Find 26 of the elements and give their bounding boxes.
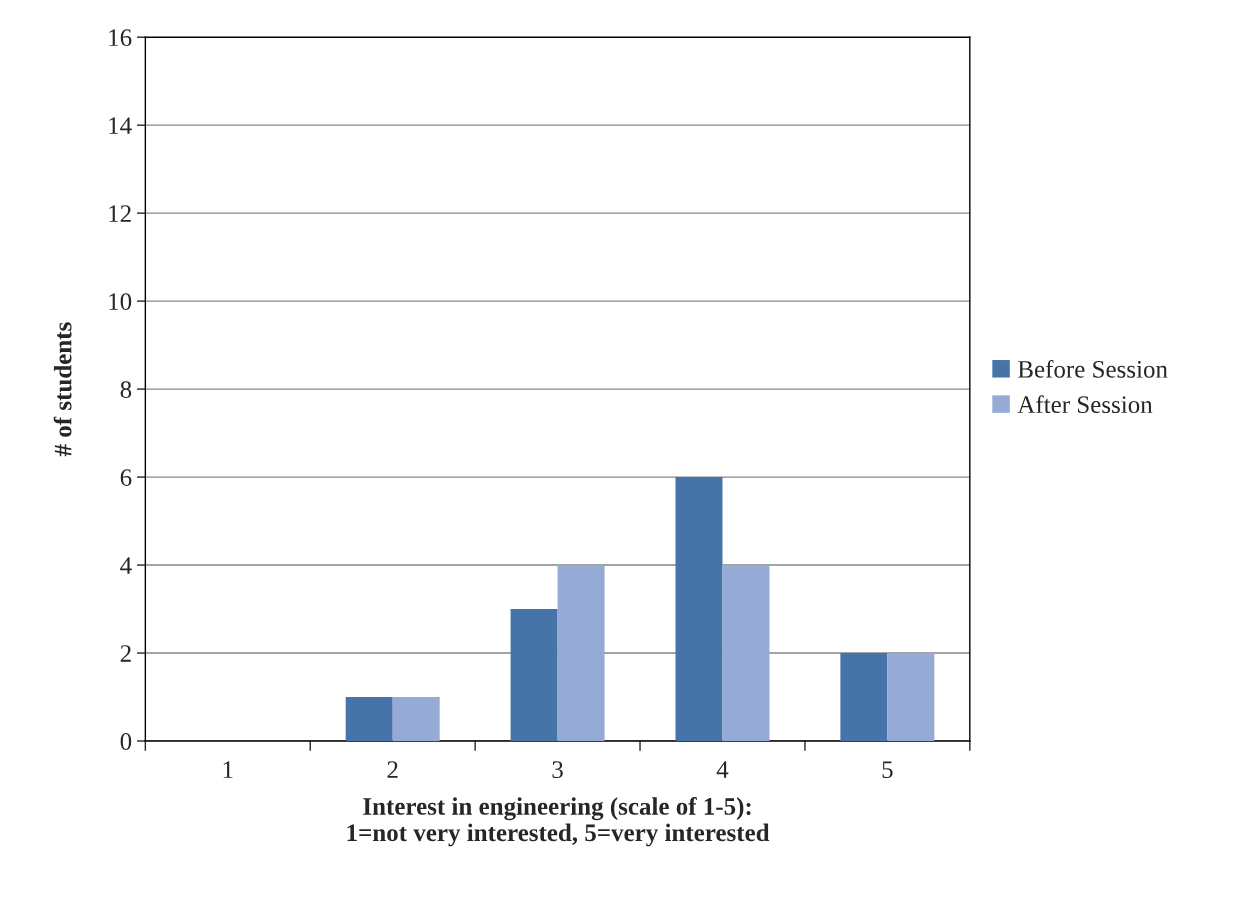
y-tick-label: 12: [109, 205, 131, 222]
bar: [887, 653, 935, 742]
y-tick-label: 6: [120, 469, 132, 486]
x-tick-label: 4: [716, 761, 729, 778]
x-axis-title: Interest in engineering (scale of 1-5): 1=not very interested, 5=very interested: [347, 797, 770, 847]
bar: [557, 565, 605, 742]
y-tick-label: 4: [120, 557, 132, 574]
y-tick-label: 14: [109, 117, 132, 134]
x-tick-label: 5: [882, 761, 893, 779]
legend-label: Before Session: [1018, 359, 1168, 378]
x-tick-label: 1: [223, 761, 233, 778]
bar: [722, 565, 770, 742]
y-tick-label: 8: [120, 381, 132, 399]
y-tick-label: 0: [120, 733, 132, 750]
y-tick-label: 2: [120, 645, 131, 662]
x-tick-label: 2: [387, 761, 398, 778]
y-axis-title: # of students: [53, 322, 72, 457]
y-tick-label: 16: [109, 29, 132, 47]
bar: [840, 653, 888, 742]
bar: [510, 609, 558, 742]
y-tick-label: 10: [109, 293, 132, 311]
x-tick-label: 3: [552, 761, 563, 779]
bar: [675, 477, 723, 742]
bar: [392, 697, 440, 742]
bar: [345, 697, 393, 742]
legend-label: After Session: [1017, 395, 1153, 414]
